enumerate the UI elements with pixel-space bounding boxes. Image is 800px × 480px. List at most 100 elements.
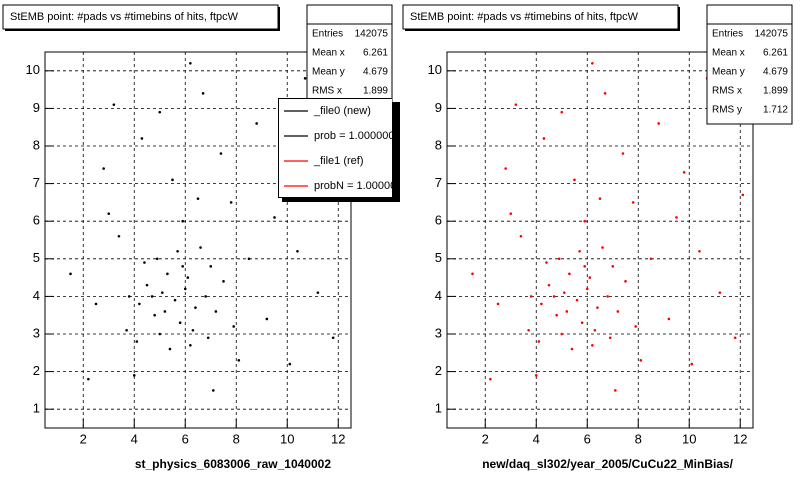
point <box>201 92 205 95</box>
point <box>155 257 159 261</box>
point <box>166 272 169 276</box>
point <box>560 110 564 114</box>
point <box>288 362 292 366</box>
point <box>575 298 579 302</box>
point <box>568 272 571 276</box>
legend-box <box>278 98 392 198</box>
y-tick-label: 6 <box>33 213 40 228</box>
point <box>606 295 609 298</box>
point <box>196 197 200 200</box>
point <box>178 321 182 325</box>
y-tick-label: 3 <box>33 325 40 340</box>
point <box>624 280 627 283</box>
x-tick-label: 8 <box>635 431 642 446</box>
left-pad: 2 4 6 8 10 1212345678910st_physics_6083006_ra… <box>2 4 400 471</box>
legend-label: _file1 (ref) <box>313 155 364 167</box>
point <box>690 362 694 366</box>
point <box>657 122 660 125</box>
point <box>565 310 569 313</box>
y-tick-label: 2 <box>435 363 442 378</box>
point <box>585 287 589 291</box>
point <box>608 336 612 340</box>
point <box>741 193 745 197</box>
point <box>186 276 190 279</box>
stats-value: 1.899 <box>763 86 788 97</box>
point <box>583 265 586 268</box>
point <box>547 283 551 287</box>
point <box>204 295 207 298</box>
y-tick-label: 4 <box>435 288 442 303</box>
point <box>138 302 141 306</box>
x-tick-label: 2 <box>482 431 489 446</box>
legend-label: prob = 1.000000 <box>314 130 394 142</box>
point <box>682 171 686 174</box>
point <box>591 61 594 65</box>
point <box>145 283 149 287</box>
point <box>102 167 105 170</box>
point <box>229 201 233 204</box>
point <box>331 336 335 340</box>
point <box>194 306 197 309</box>
point <box>153 313 156 317</box>
point <box>601 246 604 249</box>
point <box>150 295 154 298</box>
stats-label: Mean x <box>712 48 745 59</box>
point <box>573 178 576 182</box>
x-tick-label: 6 <box>182 431 189 446</box>
point <box>161 291 164 294</box>
point <box>563 291 566 294</box>
y-tick-label: 1 <box>33 401 40 416</box>
point <box>603 92 607 95</box>
title-box <box>2 4 279 30</box>
point <box>127 295 131 298</box>
point <box>667 317 671 321</box>
y-tick-label: 10 <box>428 62 442 77</box>
point <box>183 287 187 291</box>
y-tick-label: 8 <box>33 137 40 152</box>
point <box>616 310 620 313</box>
point <box>181 265 184 268</box>
point <box>537 340 541 343</box>
x-tick-label: 4 <box>533 431 540 446</box>
point <box>206 336 210 340</box>
chart-title: StEMB point: #pads vs #timebins of hits,… <box>10 11 239 23</box>
point <box>527 328 530 332</box>
point <box>219 152 223 155</box>
point <box>189 343 192 347</box>
x-tick-label: 10 <box>682 431 696 446</box>
x-tick-label: 4 <box>131 431 138 446</box>
point <box>631 201 635 204</box>
x-tick-label: 6 <box>584 431 591 446</box>
point <box>212 389 215 392</box>
y-tick-label: 4 <box>33 288 40 303</box>
point <box>588 276 592 279</box>
point <box>557 257 561 261</box>
point <box>471 272 474 276</box>
point <box>534 374 538 377</box>
point <box>593 328 597 332</box>
point <box>552 295 556 298</box>
point <box>199 246 202 249</box>
point <box>489 377 492 381</box>
y-tick-label: 9 <box>435 100 442 115</box>
plot-frame <box>44 51 352 429</box>
stats-label: Mean y <box>312 67 345 78</box>
plot-frame <box>446 51 754 429</box>
point <box>181 219 184 223</box>
legend-label: _file0 (new) <box>313 105 371 117</box>
stats-label: RMS x <box>312 86 342 97</box>
stats-label: Entries <box>312 29 343 40</box>
point <box>112 103 116 106</box>
point <box>176 249 179 253</box>
point <box>107 212 111 215</box>
title-box <box>402 4 679 30</box>
point <box>591 343 594 347</box>
stats-label: RMS y <box>712 105 742 116</box>
point <box>514 103 518 106</box>
point <box>598 197 602 200</box>
point <box>504 167 507 170</box>
point <box>173 298 177 302</box>
point <box>296 249 299 253</box>
